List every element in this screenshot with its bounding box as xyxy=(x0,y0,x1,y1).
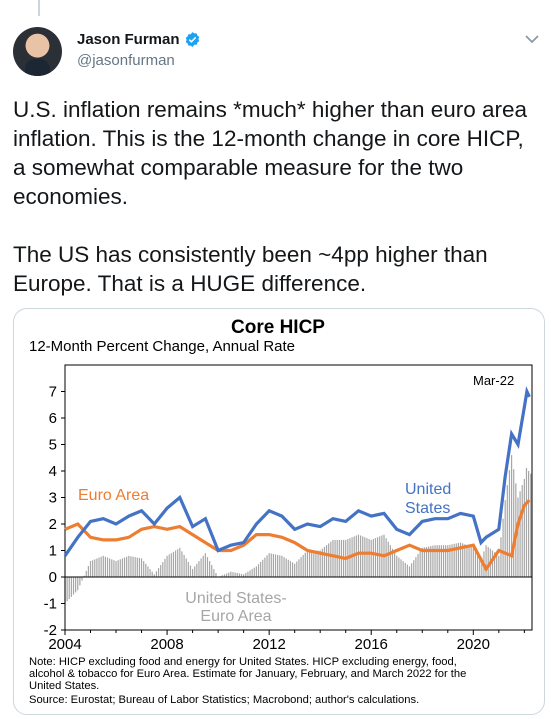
series-line-united-states xyxy=(63,386,531,557)
series-line-euro-area xyxy=(64,498,531,573)
x-tick-label: 2004 xyxy=(48,636,81,653)
x-tick-label: 2012 xyxy=(252,636,285,653)
y-tick-label: -2 xyxy=(44,622,57,639)
y-tick-label: 1 xyxy=(49,543,57,560)
legend-label-us-line1: United xyxy=(405,481,451,498)
y-tick-label: 6 xyxy=(49,410,57,427)
author-name-row[interactable]: Jason Furman xyxy=(77,31,201,48)
chart-note-line2: alcohol & tobacco for Euro Area. Estimat… xyxy=(29,668,466,680)
avatar[interactable] xyxy=(13,27,62,76)
chart-title: Core HICP xyxy=(231,317,325,338)
author-handle[interactable]: @jasonfurman xyxy=(77,52,175,69)
y-tick-label: -1 xyxy=(44,596,57,613)
chart-subtitle: 12-Month Percent Change, Annual Rate xyxy=(29,338,295,355)
x-tick-label: 2008 xyxy=(150,636,183,653)
chart-source: Source: Eurostat; Bureau of Labor Statis… xyxy=(29,694,419,706)
legend-label-diff-line1: United States- xyxy=(185,590,286,607)
y-tick-label: 4 xyxy=(49,463,57,480)
legend-label-us-line2: States xyxy=(405,500,450,517)
legend-label-euro-area: Euro Area xyxy=(78,487,149,504)
annotation-mar-22: Mar-22 xyxy=(473,373,514,388)
core-hicp-chart: -2 -1 0 1 2 3 4 5 6 7 2004 2008 2012 2016 2020 Core HI… xyxy=(29,317,533,706)
x-tick-label: 2020 xyxy=(457,636,490,653)
legend-label-diff-line2: Euro Area xyxy=(200,608,271,625)
chart-note-line3: United States. xyxy=(29,680,99,692)
chevron-down-icon[interactable] xyxy=(524,33,540,45)
y-tick-label: 7 xyxy=(49,384,57,401)
tweet-text: U.S. inflation remains *much* higher tha… xyxy=(13,97,528,296)
chart-note-line1: Note: HICP excluding food and energy for… xyxy=(29,656,457,668)
x-tick-label: 2016 xyxy=(355,636,388,653)
thread-connector xyxy=(38,0,40,16)
y-tick-label: 5 xyxy=(49,437,57,454)
y-tick-label: 2 xyxy=(49,516,57,533)
tweet-media-chart[interactable]: -2 -1 0 1 2 3 4 5 6 7 2004 2008 2012 2016 2020 Core HI… xyxy=(13,308,545,715)
author-name[interactable]: Jason Furman xyxy=(77,31,180,48)
y-tick-label: 3 xyxy=(49,490,57,507)
y-tick-label: 0 xyxy=(49,569,57,586)
verified-icon xyxy=(185,32,199,47)
